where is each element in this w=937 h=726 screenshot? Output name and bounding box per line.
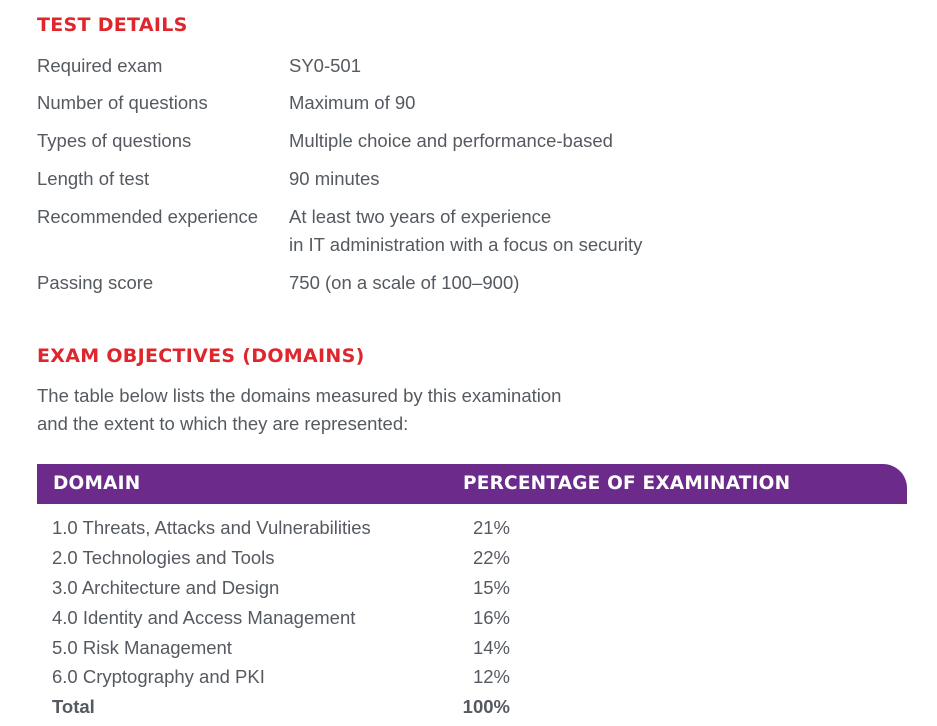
- table-row: 5.0 Risk Management 14%: [52, 633, 532, 663]
- table-row: 1.0 Threats, Attacks and Vulnerabilities…: [52, 513, 532, 543]
- column-header-percentage: PERCENTAGE OF EXAMINATION: [463, 473, 791, 494]
- table-total-row: Total 100%: [52, 692, 532, 722]
- test-details-heading: TEST DETAILS: [37, 14, 188, 36]
- domain-percentage: 14%: [472, 637, 510, 658]
- domain-name: 2.0 Technologies and Tools: [52, 547, 275, 568]
- domain-name: 4.0 Identity and Access Management: [52, 607, 356, 628]
- table-row: 4.0 Identity and Access Management 16%: [52, 603, 532, 633]
- domain-name: 6.0 Cryptography and PKI: [52, 666, 265, 687]
- detail-value-passing-score: 750 (on a scale of 100–900): [289, 272, 520, 293]
- table-row: 6.0 Cryptography and PKI 12%: [52, 662, 532, 692]
- detail-value-types-of-questions: Multiple choice and performance-based: [289, 130, 613, 151]
- domains-table-header: DOMAIN PERCENTAGE OF EXAMINATION: [37, 464, 907, 504]
- domain-percentage: 12%: [472, 666, 510, 687]
- domain-name: 5.0 Risk Management: [52, 637, 232, 658]
- detail-label-passing-score: Passing score: [37, 272, 154, 293]
- domain-percentage: 15%: [472, 577, 510, 598]
- domain-name: 3.0 Architecture and Design: [52, 577, 280, 598]
- detail-label-types-of-questions: Types of questions: [37, 130, 192, 151]
- detail-value-number-of-questions: Maximum of 90: [289, 92, 416, 113]
- table-row: 3.0 Architecture and Design 15%: [52, 573, 532, 603]
- detail-label-number-of-questions: Number of questions: [37, 92, 208, 113]
- detail-label-length-of-test: Length of test: [37, 168, 150, 189]
- exam-objectives-heading: EXAM OBJECTIVES (DOMAINS): [37, 345, 365, 367]
- detail-label-required-exam: Required exam: [37, 55, 163, 76]
- domain-percentage: 22%: [472, 547, 510, 568]
- domain-percentage: 21%: [472, 517, 510, 538]
- column-header-domain: DOMAIN: [53, 473, 141, 494]
- detail-value-length-of-test: 90 minutes: [289, 168, 380, 189]
- table-row: 2.0 Technologies and Tools 22%: [52, 543, 532, 573]
- exam-objectives-intro: The table below lists the domains measur…: [37, 385, 562, 434]
- total-label: Total: [52, 696, 95, 717]
- detail-value-recommended-experience: At least two years of experience in IT a…: [289, 206, 643, 255]
- domain-name: 1.0 Threats, Attacks and Vulnerabilities: [52, 517, 371, 538]
- detail-value-required-exam: SY0-501: [289, 55, 361, 76]
- domain-percentage: 16%: [472, 607, 510, 628]
- total-value: 100%: [462, 696, 510, 717]
- detail-label-recommended-experience: Recommended experience: [37, 206, 259, 227]
